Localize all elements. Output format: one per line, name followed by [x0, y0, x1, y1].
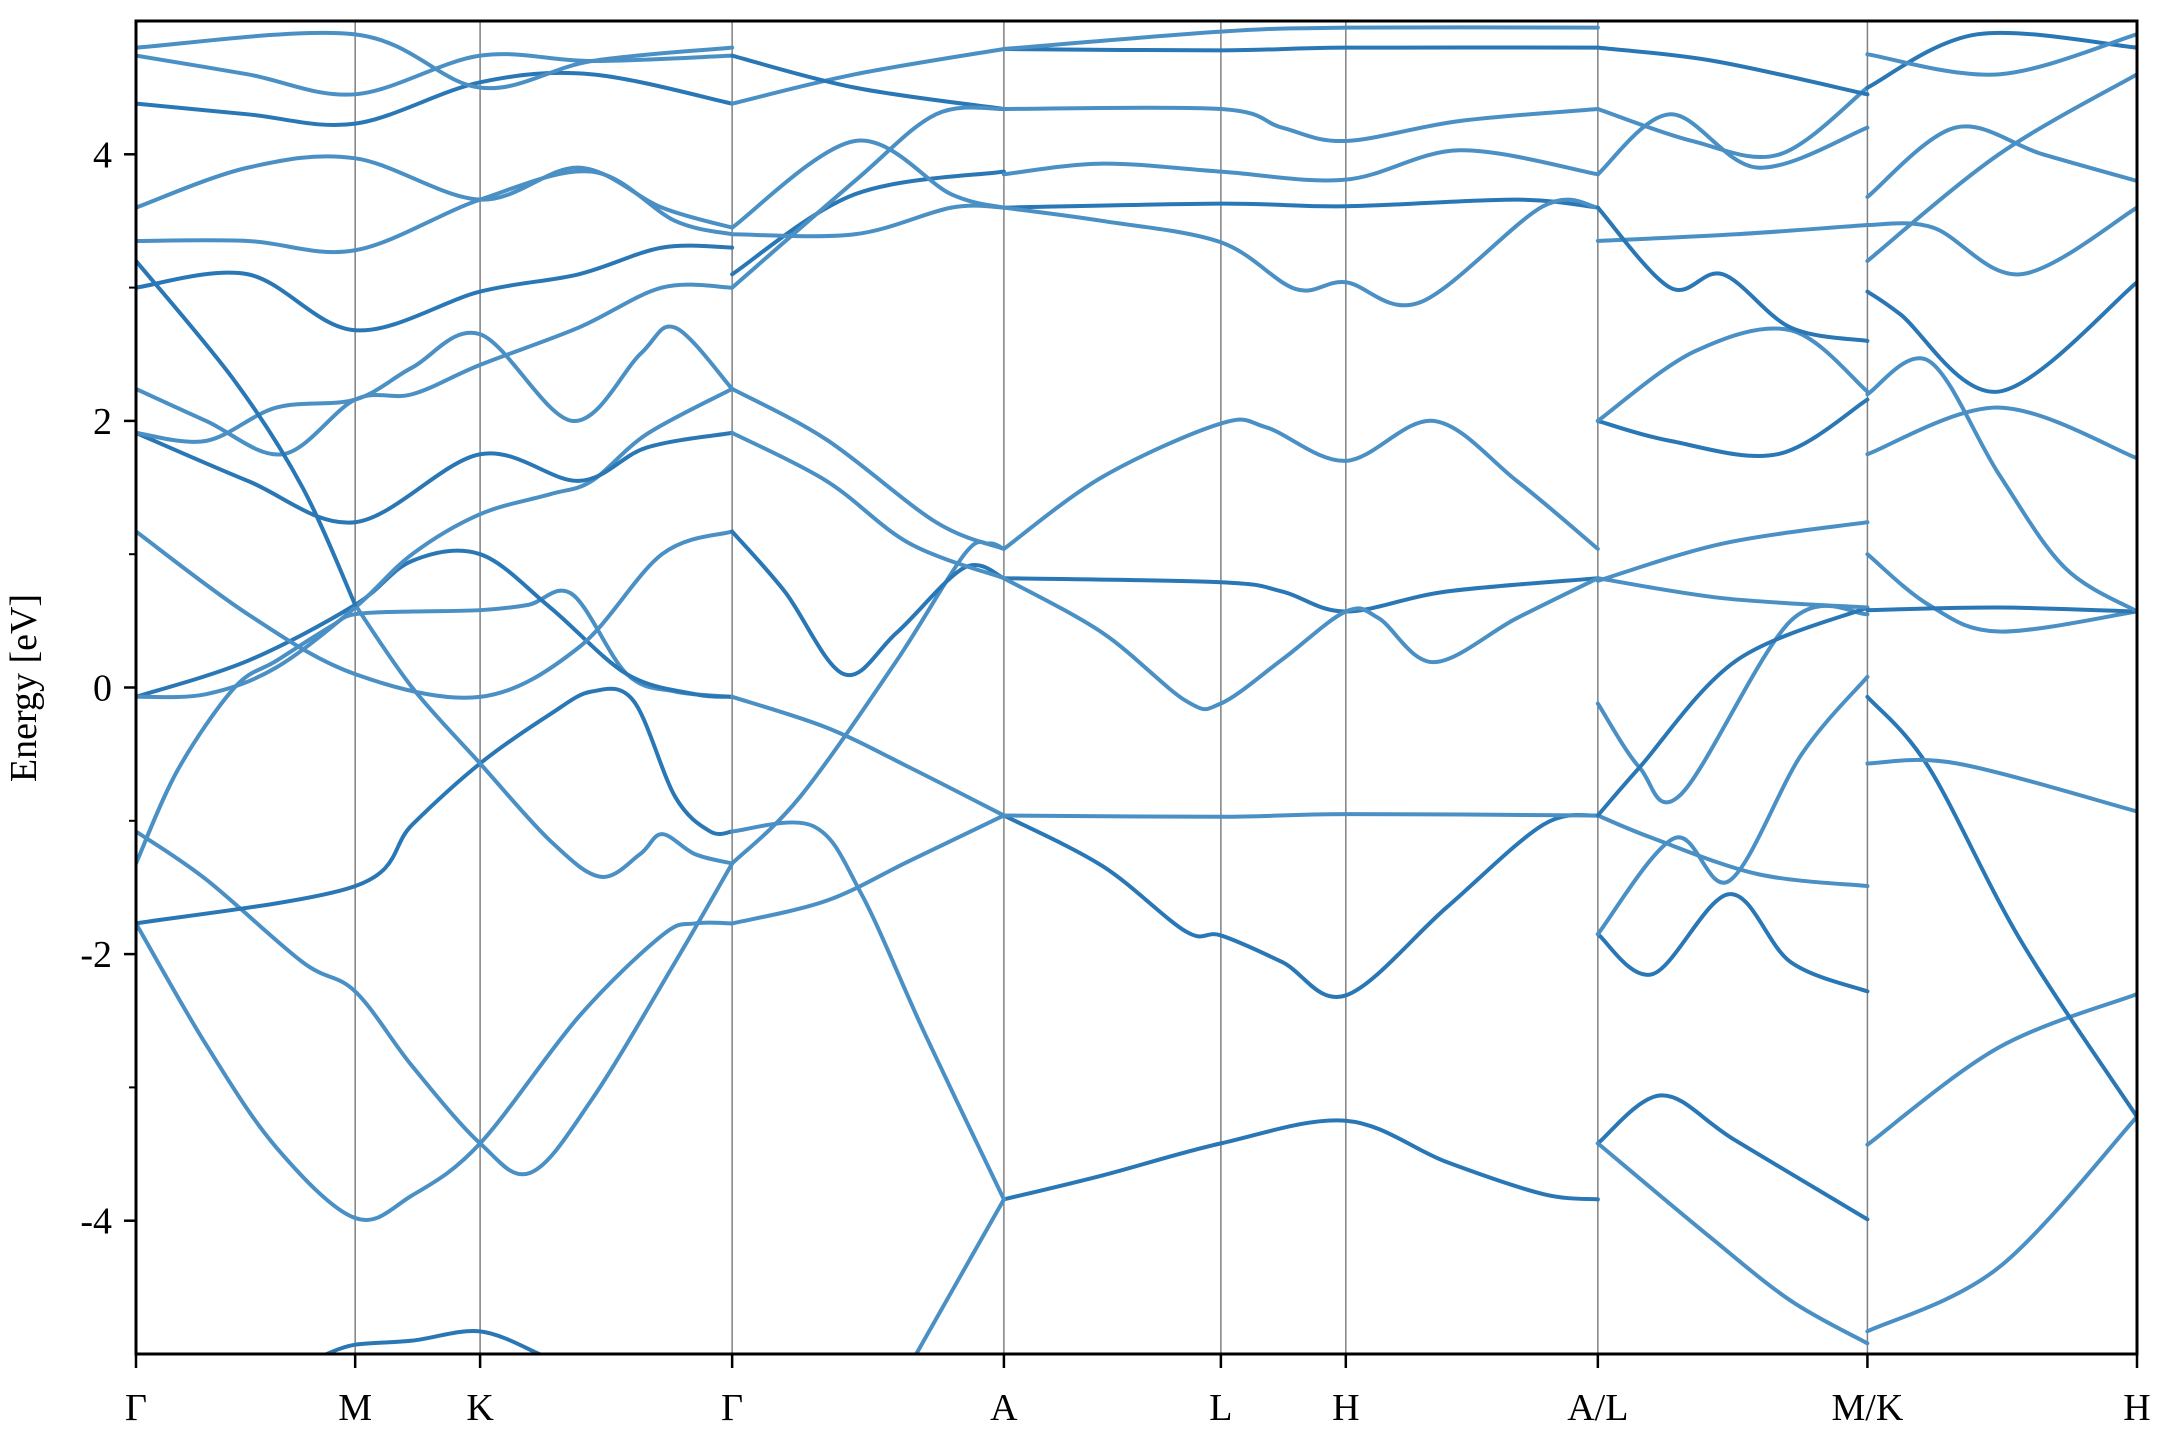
band-line [1595, 1093, 1870, 1222]
band-line [1595, 45, 1870, 97]
band-line [1865, 30, 2137, 90]
band-line [136, 243, 735, 333]
band-line [136, 258, 358, 607]
band-line [1001, 197, 1600, 210]
band-line [1001, 45, 1600, 53]
band-line [730, 46, 1006, 106]
band-line [730, 386, 1006, 551]
band-line [1001, 812, 1600, 819]
band-line [730, 430, 1006, 581]
band-line [730, 169, 1006, 277]
band-line [1001, 25, 1600, 51]
y-tick-label: 2 [93, 401, 112, 443]
band-line [1001, 417, 1600, 551]
band-line [1595, 605, 1870, 818]
x-tick-label: Γ [125, 1387, 147, 1429]
band-line [136, 686, 735, 926]
band-line [1001, 812, 1600, 999]
x-tick-label: M [338, 1387, 372, 1429]
band-line [136, 282, 735, 457]
band-line [1595, 112, 1870, 177]
band-line [136, 52, 735, 97]
band-line [1865, 405, 2137, 461]
band-line [136, 430, 735, 525]
band-line [136, 386, 735, 700]
band-line [1595, 603, 1870, 805]
y-tick-label: -2 [80, 934, 112, 976]
band-line [1865, 757, 2137, 814]
band-line [730, 820, 1006, 1202]
band-line [1595, 222, 1870, 243]
plot-frame [134, 19, 2139, 1356]
band-line [730, 138, 1006, 230]
band-line [1865, 72, 2137, 263]
band-line [1595, 520, 1870, 583]
band-line [1865, 32, 2137, 77]
band-line [1865, 1114, 2137, 1334]
band-line [1595, 205, 1870, 343]
band-line [1001, 1118, 1600, 1202]
band-line [1865, 694, 2137, 1119]
band-line [730, 105, 1006, 290]
band-line [1865, 280, 2137, 394]
band-line [1595, 85, 1870, 160]
band-line [1595, 674, 1870, 937]
band-line [136, 529, 735, 700]
band-line [136, 169, 735, 255]
band-line [1595, 813, 1870, 889]
band-line [353, 602, 735, 879]
band-line [1865, 605, 2137, 614]
band-line [1001, 576, 1600, 614]
band-line [730, 539, 1006, 866]
band-line [136, 548, 735, 699]
x-tick-label: Γ [721, 1387, 743, 1429]
band-line [730, 203, 1006, 239]
y-tick-label: 4 [93, 134, 112, 176]
band-line [136, 30, 735, 91]
x-tick-label: L [1209, 1387, 1232, 1429]
band-line [1865, 124, 2137, 199]
band-line [1865, 205, 2137, 277]
band-line [324, 1329, 542, 1354]
band-line [730, 694, 1006, 818]
x-tick-label: M/K [1832, 1387, 1904, 1429]
band-line [136, 920, 735, 1222]
x-tick-label: H [2123, 1387, 2150, 1429]
band-line [136, 70, 735, 128]
band-line [1001, 105, 1600, 143]
band-line [136, 829, 735, 1177]
band-line [1001, 148, 1600, 183]
band-line [136, 154, 735, 230]
band-line [136, 324, 735, 444]
band-line [136, 588, 735, 866]
y-axis: 4 2 0 -2 -4 [80, 134, 136, 1243]
bands [136, 25, 2137, 1354]
y-axis-label: Energy [eV] [3, 594, 45, 782]
band-line [1001, 197, 1600, 308]
x-tick-label: A [990, 1387, 1018, 1429]
x-tick-label: H [1332, 1387, 1359, 1429]
band-line [730, 813, 1006, 926]
band-line [1595, 1141, 1870, 1346]
y-tick-label: -4 [80, 1201, 112, 1243]
band-line [1595, 397, 1870, 459]
band-line [730, 53, 1006, 111]
band-line [1595, 326, 1870, 423]
band-line [1595, 892, 1870, 994]
y-tick-label: 0 [93, 668, 112, 710]
x-tick-label: K [466, 1387, 494, 1429]
band-line [1595, 576, 1870, 610]
x-axis: Γ M K Γ A L H A/L M/K H [125, 1354, 2151, 1429]
band-line [1865, 356, 2137, 614]
band-line [1001, 576, 1600, 712]
band-line [914, 1197, 1006, 1354]
band-line [1865, 552, 2137, 634]
band-line [1865, 992, 2137, 1147]
x-tick-label: A/L [1567, 1387, 1628, 1429]
